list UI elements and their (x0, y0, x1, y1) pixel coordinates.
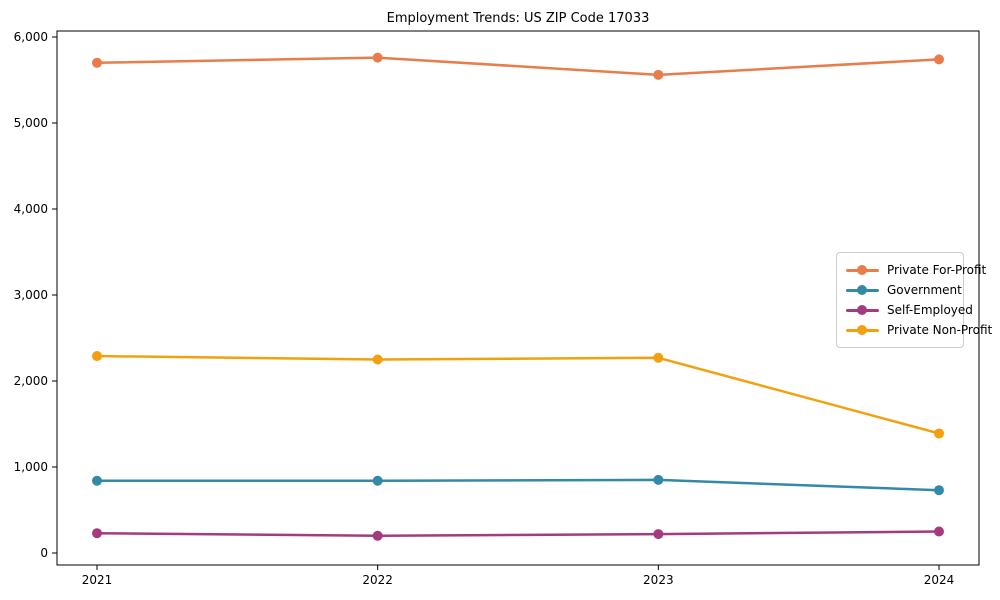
y-tick-label: 6,000 (14, 30, 48, 44)
legend-line-marker-icon (846, 305, 879, 315)
data-point-marker (372, 354, 383, 365)
series-line (95, 354, 941, 435)
data-point-marker (934, 485, 944, 496)
data-point-marker (653, 474, 664, 485)
legend-label: Private Non-Profit (887, 323, 993, 337)
data-point-marker (92, 57, 102, 68)
legend-item: Government (846, 280, 962, 300)
legend-label: Private For-Profit (887, 263, 987, 277)
legend-item: Private Non-Profit (846, 320, 992, 340)
legend-line-marker-icon (846, 325, 879, 335)
data-point-marker (934, 54, 944, 65)
legend-label: Government (887, 283, 962, 297)
data-point-marker (934, 428, 944, 439)
data-point-marker (92, 528, 102, 539)
axes-frame (56, 30, 980, 566)
data-point-marker (934, 526, 944, 537)
data-point-marker (92, 351, 102, 362)
legend-label: Self-Employed (887, 303, 973, 317)
legend-line-marker-icon (846, 285, 879, 295)
chart-title: Employment Trends: US ZIP Code 17033 (386, 11, 650, 26)
data-point-marker (653, 352, 664, 363)
legend-item: Private For-Profit (846, 260, 986, 280)
y-tick-label: 3,000 (14, 288, 48, 302)
data-point-marker (372, 475, 383, 486)
x-tick-label: 2023 (643, 573, 674, 587)
y-tick-label: 2,000 (14, 374, 48, 388)
series-line (95, 56, 941, 77)
data-point-marker (653, 529, 664, 540)
legend-line-marker-icon (846, 265, 879, 275)
series-line (95, 530, 941, 538)
y-tick-label: 5,000 (14, 116, 48, 130)
y-tick-label: 0 (40, 546, 48, 560)
y-tick-label: 4,000 (14, 202, 48, 216)
data-point-marker (372, 530, 383, 541)
x-tick-label: 2022 (362, 573, 393, 587)
y-tick-label: 1,000 (14, 460, 48, 474)
x-tick-label: 2021 (82, 573, 113, 587)
x-tick-label: 2024 (924, 573, 955, 587)
series-line (95, 478, 941, 492)
legend: Private For-Profit Government Self-Employe… (836, 252, 992, 348)
legend-item: Self-Employed (846, 300, 973, 320)
data-point-marker (653, 69, 664, 80)
data-point-marker (92, 475, 102, 486)
data-point-marker (372, 52, 383, 63)
